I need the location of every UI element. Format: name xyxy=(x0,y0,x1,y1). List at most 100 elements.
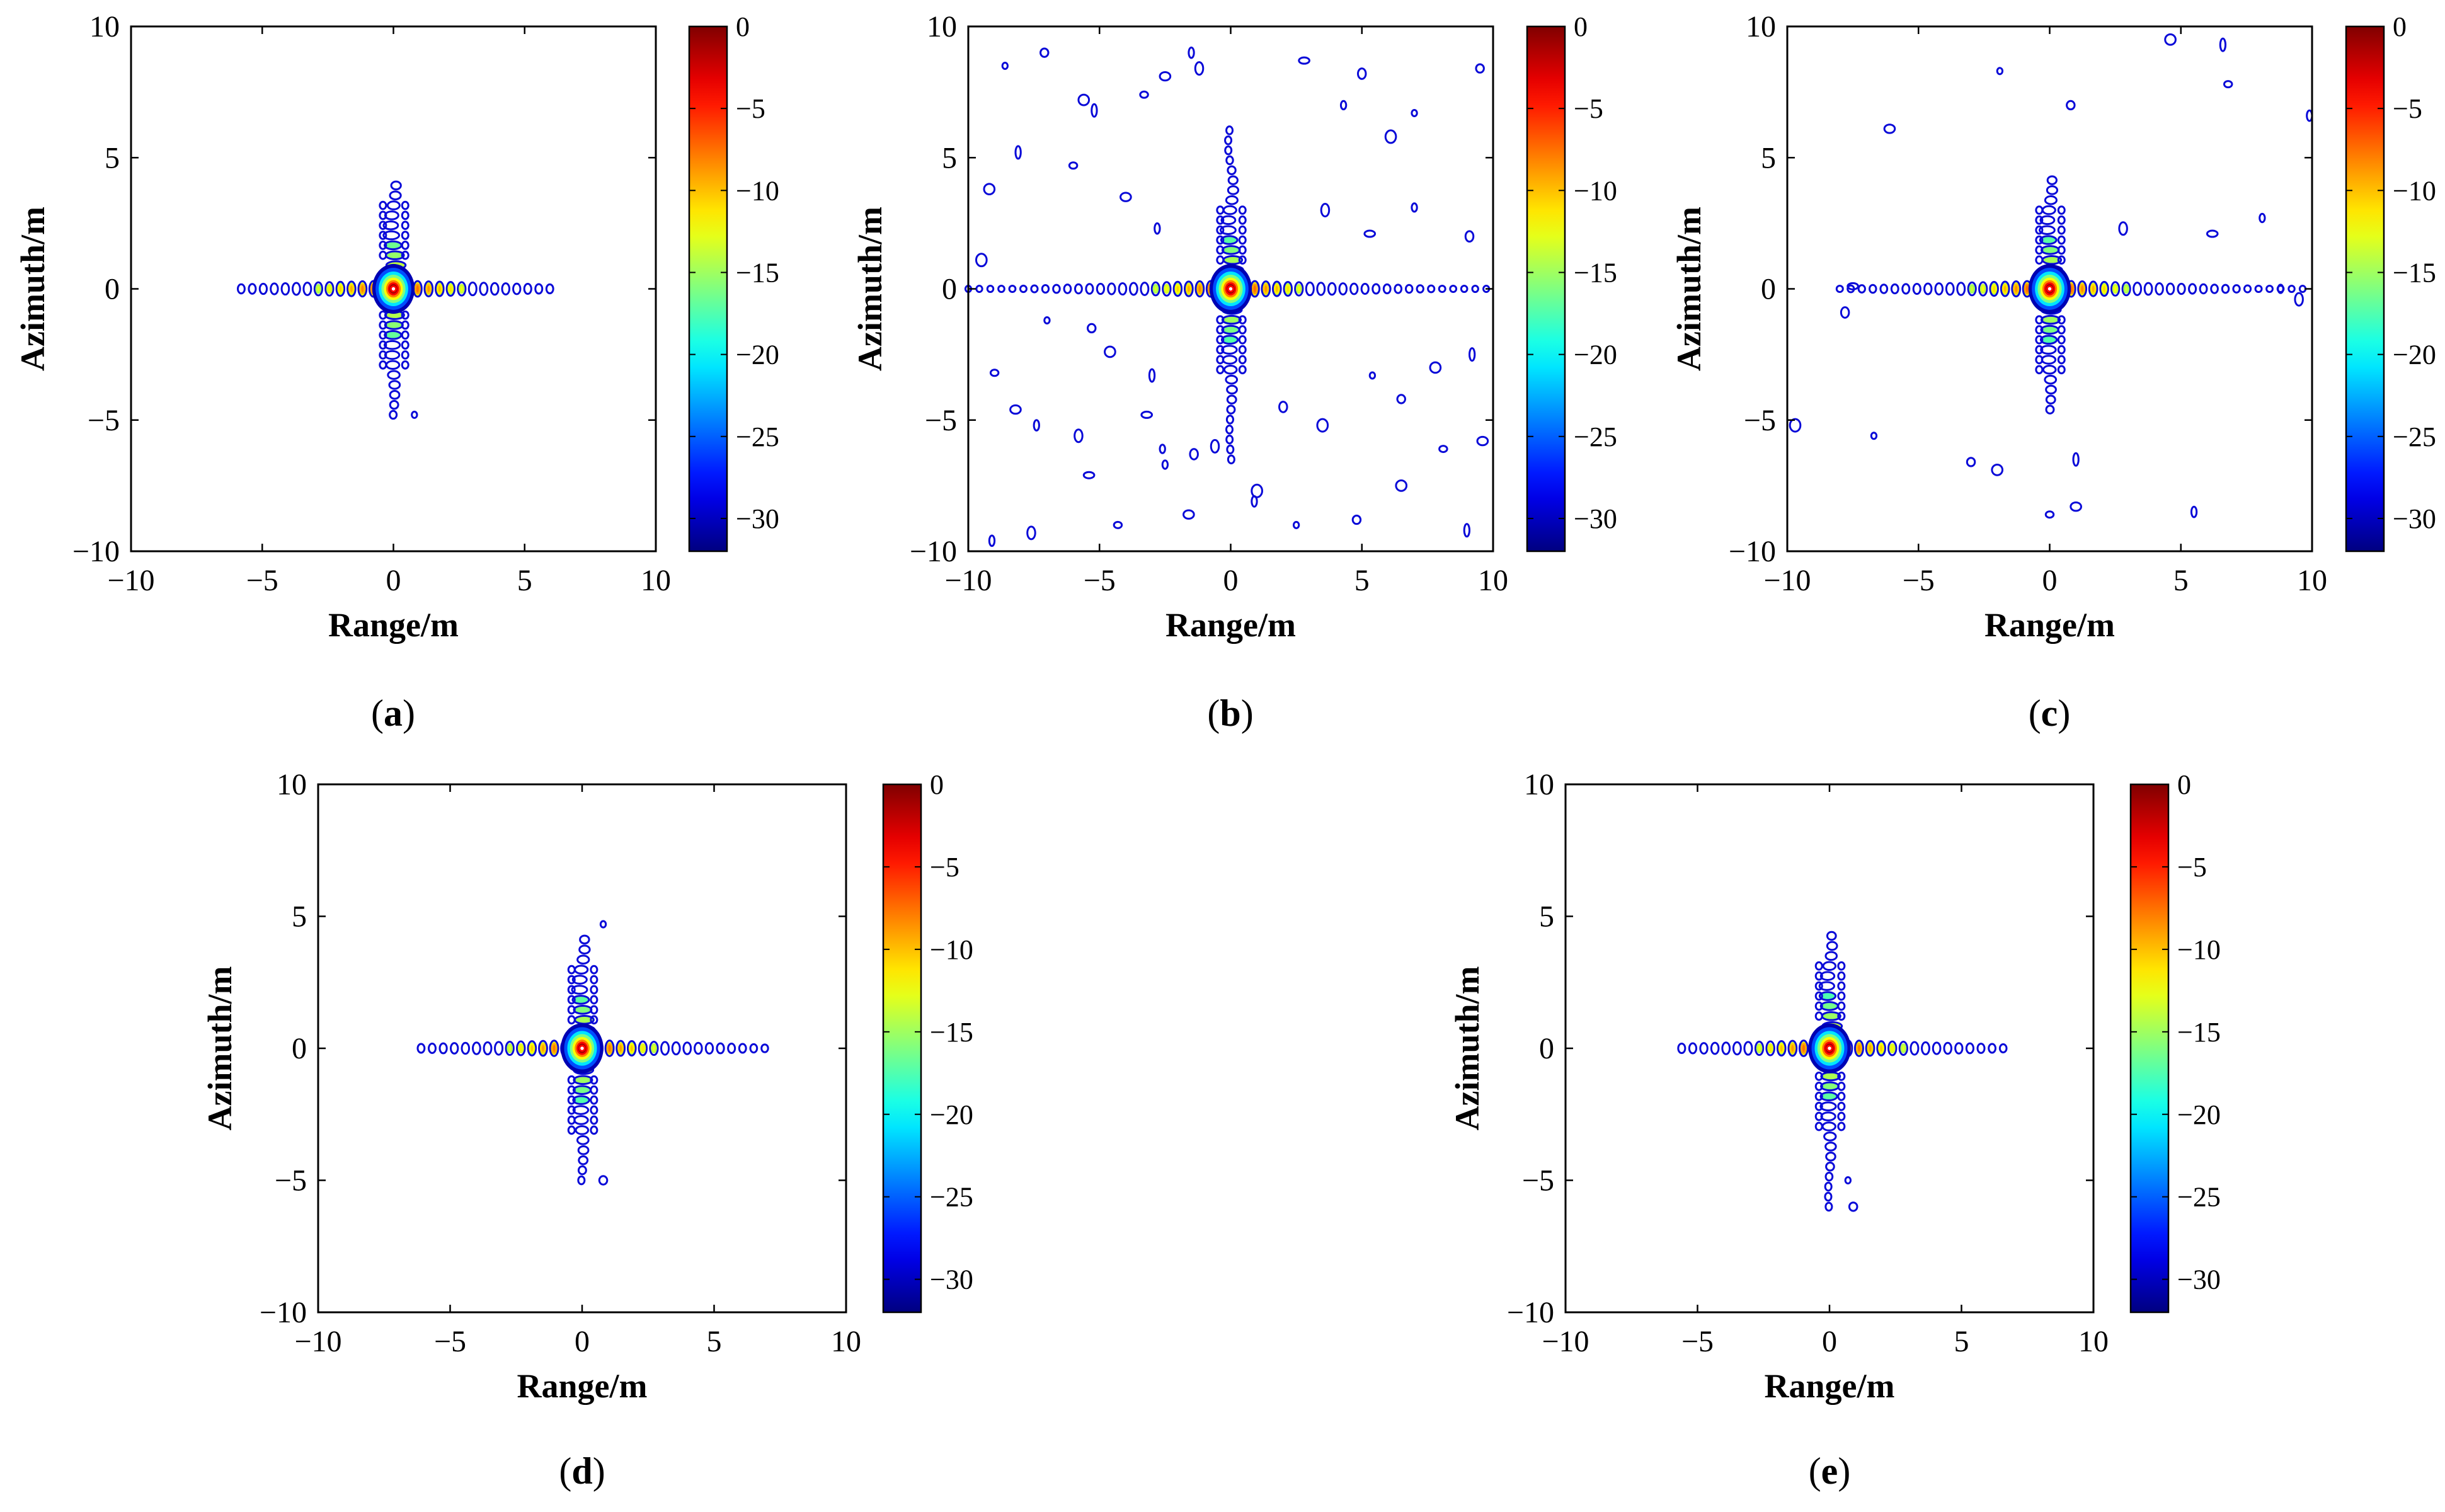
azimuth-sidelobe xyxy=(1221,345,1238,355)
y-tick-label: −10 xyxy=(910,535,957,568)
x-tick-label: 5 xyxy=(2173,564,2189,597)
range-sidelobe xyxy=(467,281,478,297)
colorbar-tick-label: −5 xyxy=(2393,93,2422,124)
azimuth-sidelobe xyxy=(1825,1152,1836,1162)
colorbar-tick-label: −15 xyxy=(2177,1017,2221,1048)
azimuth-sidelobe xyxy=(1216,225,1225,235)
azimuth-sidelobe xyxy=(2057,355,2066,365)
contour-group xyxy=(236,180,554,420)
spurious-contour xyxy=(1463,523,1471,538)
colorbar-tick-label: 0 xyxy=(1574,11,1588,42)
range-sidelobe xyxy=(2177,282,2186,295)
y-tick-label: 5 xyxy=(942,141,957,175)
azimuth-sidelobe xyxy=(590,1005,598,1015)
azimuth-sidelobe xyxy=(1225,125,1234,135)
range-sidelobe-core xyxy=(1900,1043,1907,1053)
panel-a: −10 −5 0 5 10 10 5 0 −5 −10 Range/m Azimuth/m 0 −5 −10… xyxy=(14,10,779,734)
colorbar-tick-label: −20 xyxy=(736,340,779,370)
range-sidelobe xyxy=(1857,284,1866,294)
colorbar-tick-label: −5 xyxy=(2177,852,2207,883)
x-tick-label: −5 xyxy=(1681,1325,1714,1358)
azimuth-sidelobe xyxy=(1216,335,1225,345)
panel-c: −10 −5 0 5 10 10 5 0 −5 −10 Range/m Azimuth/m 0 −5 −10… xyxy=(1670,10,2436,734)
x-tick-label: −5 xyxy=(1903,564,1935,597)
range-sidelobe-core xyxy=(425,283,432,295)
azimuth-sidelobe xyxy=(1814,1111,1823,1121)
range-sidelobe xyxy=(997,285,1005,293)
azimuth-sidelobe xyxy=(389,399,399,410)
x-tick-label: 5 xyxy=(517,564,532,597)
range-sidelobe-core xyxy=(2090,284,2097,294)
azimuth-sidelobe xyxy=(379,231,387,240)
azimuth-sidelobe xyxy=(1227,454,1235,464)
spurious-contour xyxy=(1316,418,1329,433)
range-sidelobe xyxy=(727,1043,736,1054)
range-sidelobe xyxy=(1427,284,1436,294)
spurious-contour xyxy=(975,253,988,268)
range-sidelobe xyxy=(2232,284,2241,294)
range-sidelobe xyxy=(1052,284,1061,294)
x-tick-label: −10 xyxy=(107,564,154,597)
range-sidelobe xyxy=(716,1042,725,1055)
azimuth-sidelobe xyxy=(1225,195,1239,205)
azimuth-sidelobe xyxy=(579,934,590,945)
azimuth-sidelobe xyxy=(590,995,598,1005)
spurious-contour xyxy=(1848,1201,1858,1212)
y-tick-label: 5 xyxy=(1539,900,1554,934)
spurious-contour xyxy=(1395,479,1408,492)
spurious-contour xyxy=(1996,67,2004,76)
range-sidelobe-core xyxy=(1789,1043,1796,1054)
range-sidelobe xyxy=(704,1042,714,1055)
range-sidelobe-core xyxy=(651,1043,657,1053)
azimuth-sidelobe xyxy=(590,985,598,995)
azimuth-sidelobe xyxy=(1225,415,1234,425)
colorbar-tick-label: −20 xyxy=(930,1099,973,1130)
y-axis-label: Azimuth/m xyxy=(14,207,52,371)
panel-caption: (b) xyxy=(1207,692,1253,734)
colorbar-tick-label: −5 xyxy=(736,93,765,124)
azimuth-sidelobe xyxy=(1216,235,1225,245)
colorbar: 0 −5 −10 −15 −20 −25 −30 xyxy=(1526,11,1617,553)
range-sidelobe xyxy=(1118,282,1128,296)
x-tick-label: 10 xyxy=(1478,564,1508,597)
range-sidelobe xyxy=(1688,1042,1698,1055)
azimuth-sidelobe xyxy=(2039,225,2056,235)
range-sidelobe-core xyxy=(529,1043,535,1054)
azimuth-sidelobe xyxy=(1824,1191,1833,1202)
range-sidelobe xyxy=(1162,281,1172,297)
range-sidelobe xyxy=(280,282,290,296)
azimuth-sidelobe xyxy=(1814,981,1823,991)
azimuth-sidelobe xyxy=(1227,175,1239,185)
range-sidelobe xyxy=(2265,285,2274,293)
range-sidelobe-core xyxy=(1867,1043,1874,1054)
azimuth-sidelobe xyxy=(1216,315,1225,324)
range-sidelobe xyxy=(1699,1042,1709,1055)
range-sidelobe xyxy=(1394,284,1403,294)
range-sidelobe-core xyxy=(617,1043,624,1054)
azimuth-sidelobe xyxy=(1226,384,1238,395)
azimuth-sidelobe xyxy=(2035,345,2044,355)
range-sidelobe xyxy=(2221,284,2230,294)
range-sidelobe xyxy=(738,1043,747,1054)
range-sidelobe-core xyxy=(2123,284,2129,294)
range-sidelobe xyxy=(1921,1041,1930,1056)
range-sidelobe-core xyxy=(315,284,322,294)
range-sidelobe-core xyxy=(1855,1043,1862,1054)
azimuth-sidelobe xyxy=(390,180,402,191)
azimuth-sidelobe xyxy=(1216,345,1225,355)
spurious-contour xyxy=(1161,459,1169,470)
colorbar: 0 −5 −10 −15 −20 −25 −30 xyxy=(2129,769,2221,1314)
range-sidelobe xyxy=(2188,283,2197,295)
azimuth-sidelobe xyxy=(1223,365,1238,375)
azimuth-sidelobe xyxy=(576,1135,590,1145)
range-sidelobe xyxy=(1438,285,1446,293)
azimuth-sidelobe xyxy=(2057,215,2066,225)
x-tick-label: 10 xyxy=(2297,564,2327,597)
range-sidelobe-core xyxy=(1878,1043,1885,1054)
range-sidelobe xyxy=(1305,281,1315,297)
x-tick-label: −10 xyxy=(1542,1325,1589,1358)
y-tick-label: −10 xyxy=(72,535,120,568)
spurious-contour xyxy=(599,920,607,929)
azimuth-sidelobe xyxy=(1837,991,1846,1001)
